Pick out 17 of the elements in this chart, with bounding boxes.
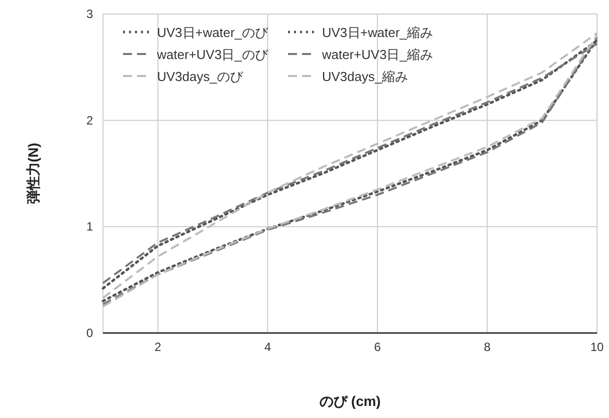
legend-label: water+UV3日_のび	[156, 47, 269, 62]
x-tick-label: 2	[154, 340, 162, 354]
x-tick-label: 6	[374, 340, 382, 354]
legend-label: UV3days_縮み	[322, 69, 408, 84]
legend-label: UV3days_のび	[157, 69, 244, 84]
x-axis-title: のび (cm)	[319, 393, 381, 409]
x-tick-label: 4	[264, 340, 272, 354]
x-tick-label: 8	[484, 340, 491, 354]
y-tick-label: 0	[86, 326, 94, 340]
y-tick-label: 1	[86, 220, 94, 234]
y-tick-label: 3	[86, 7, 94, 21]
legend-label: UV3日+water_のび	[157, 25, 269, 40]
x-tick-label: 10	[590, 340, 604, 354]
y-tick-label: 2	[86, 113, 94, 128]
legend-label: water+UV3日_縮み	[321, 47, 433, 62]
y-axis-title: 弾性力(N)	[25, 142, 41, 204]
legend-label: UV3日+water_縮み	[322, 25, 433, 40]
